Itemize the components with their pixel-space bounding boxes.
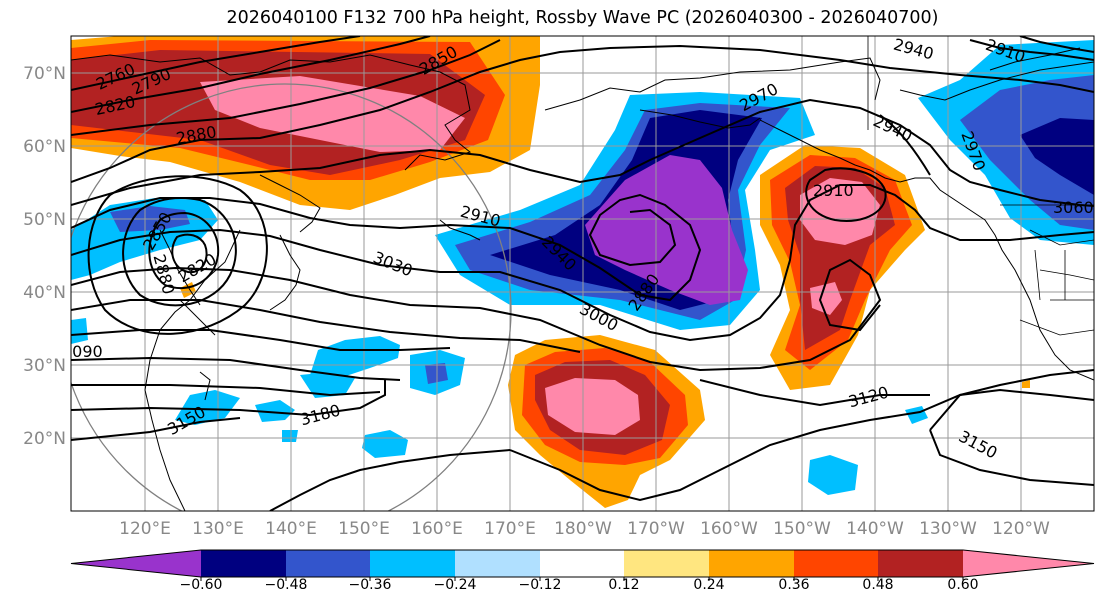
lon-label: 150°E (338, 519, 390, 539)
colorbar-swatch (624, 550, 709, 577)
colorbar-swatch (963, 550, 1094, 577)
latitude-labels: 70°N 60°N 50°N 40°N 30°N 20°N (23, 64, 66, 449)
colorbar-swatch (71, 550, 201, 577)
lat-label: 40°N (23, 283, 66, 303)
colorbar-swatch (201, 550, 286, 577)
negative-anomaly-northeast (918, 40, 1094, 245)
lon-label: 160°W (700, 519, 758, 539)
lon-label: 140°E (265, 519, 317, 539)
colorbar-swatch (709, 550, 794, 577)
colorbar-swatch (794, 550, 878, 577)
coastlines (71, 47, 1094, 511)
lon-label: 170°E (484, 519, 536, 539)
lat-label: 50°N (23, 210, 66, 230)
lon-label: 180°W (554, 519, 612, 539)
lon-label: 130°W (919, 519, 977, 539)
colorbar-tick-label: 0.24 (693, 577, 724, 593)
lon-label: 120°E (119, 519, 171, 539)
negative-anomaly-subtropical-patches (175, 336, 1030, 495)
colorbar-tick-label: −0.24 (434, 577, 477, 593)
negative-anomaly-alaska (435, 92, 815, 330)
colorbar (70, 549, 1095, 581)
colorbar-swatch (540, 550, 624, 577)
lon-label: 120°W (992, 519, 1050, 539)
colorbar-swatch (286, 550, 370, 577)
colorbar-tick-label: 0.60 (947, 577, 978, 593)
colorbar-swatch (878, 550, 963, 577)
contour-label: 2910 (813, 181, 854, 200)
lat-label: 20°N (23, 429, 66, 449)
colorbar-swatch (370, 550, 455, 577)
lon-label: 140°W (846, 519, 904, 539)
lon-label: 130°E (192, 519, 244, 539)
lat-label: 60°N (23, 137, 66, 157)
map-area: 2760 2790 2820 2850 2880 2940 2910 2970 … (62, 36, 1094, 511)
colorbar-tick-label: −0.12 (519, 577, 562, 593)
contour-label: 3090 (62, 342, 103, 361)
contour-label: 3060 (1053, 198, 1094, 217)
positive-anomaly-north (71, 36, 540, 298)
map-title: 2026040100 F132 700 hPa height, Rossby W… (226, 8, 939, 28)
colorbar-tick-label: −0.60 (180, 577, 223, 593)
lat-label: 70°N (23, 64, 66, 84)
lon-label: 160°E (411, 519, 463, 539)
colorbar-swatch (455, 550, 540, 577)
colorbar-tick-label: −0.36 (349, 577, 392, 593)
lon-label: 170°W (627, 519, 685, 539)
lat-label: 30°N (23, 356, 66, 376)
colorbar-tick-label: 0.48 (862, 577, 893, 593)
lon-label: 150°W (773, 519, 831, 539)
region-circle (71, 83, 512, 511)
height-contours (71, 36, 1094, 511)
colorbar-tick-label: −0.48 (265, 577, 308, 593)
colorbar-tick-labels: −0.60 −0.48 −0.36 −0.24 −0.12 0.12 0.24 … (180, 577, 979, 593)
map-frame (70, 35, 1095, 512)
colorbar-tick-label: 0.12 (608, 577, 639, 593)
colorbar-tick-label: 0.36 (778, 577, 809, 593)
longitude-labels: 120°E 130°E 140°E 150°E 160°E 170°E 180°… (119, 519, 1050, 539)
graticule (71, 36, 1094, 511)
political-boundaries (867, 36, 1094, 336)
